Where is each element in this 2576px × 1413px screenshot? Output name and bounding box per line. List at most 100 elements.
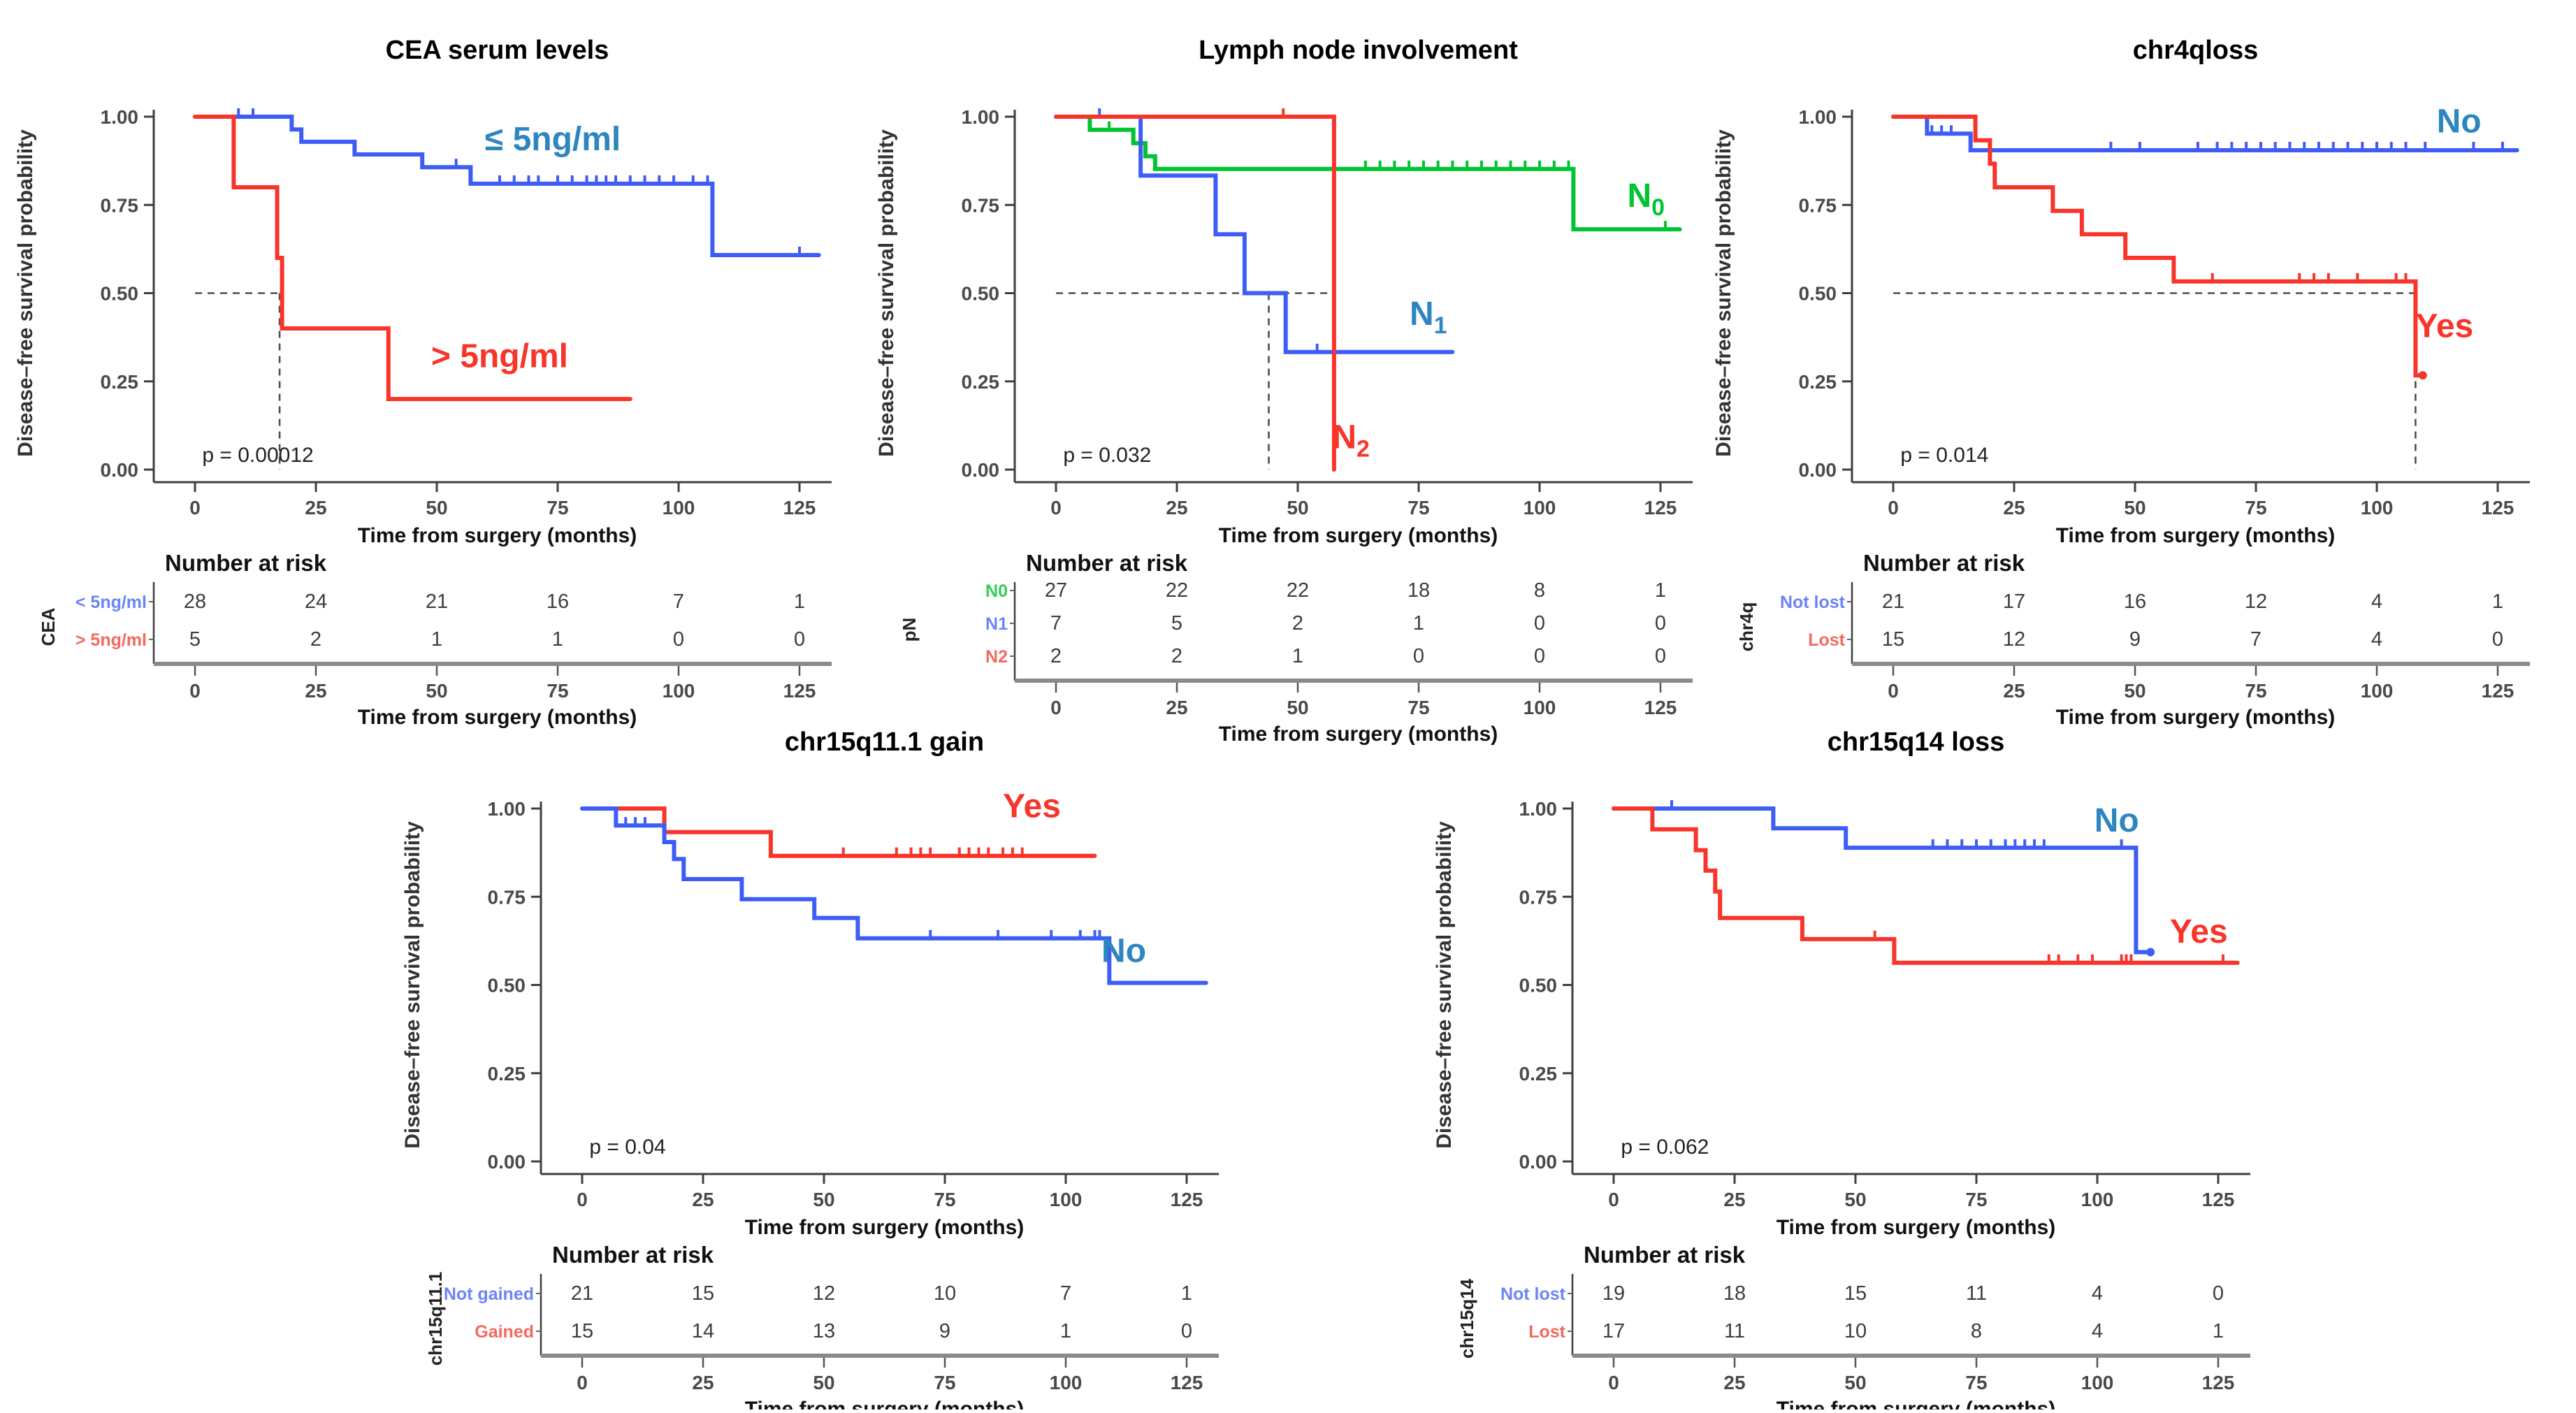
risk-count-value: 1 [1292,645,1303,667]
risk-table-header: Number at risk [1584,1242,1746,1268]
y-axis-label: Disease–free survival probability [875,129,898,457]
risk-x-tick-label: 125 [1644,697,1677,718]
x-tick-label: 0 [1050,497,1062,519]
y-tick-label: 0.75 [101,194,139,216]
risk-count-value: 2 [310,628,321,651]
curve-label-No: No [2437,103,2482,140]
km-chart-svg: CEA serum levels Disease–free survival pr… [14,36,832,729]
x-tick-label: 75 [1408,497,1429,519]
survival-curve-Yes [1891,115,2425,378]
risk-x-axis-label: Time from surgery (months) [745,1398,1025,1410]
y-tick-label: 0.00 [488,1151,526,1173]
curve-label-No: No [1101,933,1146,970]
risk-count-value: 4 [2092,1320,2103,1342]
x-tick-label: 125 [1171,1189,1203,1210]
risk-count-value: 18 [1723,1282,1746,1305]
risk-count-value: 0 [1534,612,1545,635]
risk-count-value: 1 [1413,612,1424,635]
x-tick-label: 75 [547,497,568,519]
p-value-label: p = 0.062 [1621,1136,1709,1159]
risk-count-value: 0 [794,628,805,651]
risk-x-tick-label: 75 [1965,1372,1987,1393]
x-tick-label: 50 [426,497,447,519]
risk-row-label: < 5ng/ml [75,593,147,612]
risk-count-value: 15 [571,1320,593,1342]
x-tick-label: 100 [663,497,695,519]
risk-count-value: 22 [1166,579,1188,602]
x-tick-label: 75 [1965,1189,1987,1210]
risk-count-value: 11 [1966,1282,1987,1305]
risk-x-tick-label: 100 [1050,1372,1083,1393]
panel-title: chr4qloss [2133,36,2259,65]
risk-group-label: pN [899,618,920,642]
x-tick-label: 25 [2003,497,2025,519]
x-tick-label: 0 [189,497,201,519]
risk-x-axis-label: Time from surgery (months) [1777,1398,2056,1410]
risk-x-axis-label: Time from surgery (months) [358,706,637,729]
risk-count-value: 2 [1292,612,1303,635]
p-value-label: p = 0.014 [1900,444,1988,467]
x-tick-label: 100 [1050,1189,1083,1210]
x-tick-label: 100 [2361,497,2394,519]
risk-count-value: 1 [1060,1320,1071,1342]
x-tick-label: 100 [2081,1189,2114,1210]
x-tick-label: 0 [1608,1189,1619,1210]
risk-count-value: 10 [934,1282,956,1305]
panel-title: chr15q14 loss [1828,727,2004,757]
risk-count-value: 15 [1844,1282,1867,1305]
survival-curve-le-5ng-ml [193,115,821,257]
y-tick-label: 0.50 [488,975,526,997]
x-tick-label: 0 [1888,497,1899,519]
risk-x-tick-label: 100 [2081,1372,2114,1393]
risk-count-value: 0 [1181,1320,1192,1342]
risk-table-header: Number at risk [1026,550,1188,576]
x-tick-label: 0 [577,1189,588,1210]
y-tick-label: 0.75 [1519,886,1558,908]
y-axis-label: Disease–free survival probability [1712,129,1735,457]
risk-row-label: Lost [1528,1322,1565,1342]
risk-x-tick-label: 0 [1050,697,1062,718]
panel-title: Lymph node involvement [1199,36,1518,65]
risk-x-tick-label: 50 [813,1372,834,1393]
km-panel-chr4qloss: chr4qloss Disease–free survival probabili… [1694,15,2568,753]
risk-count-value: 1 [2213,1320,2224,1342]
risk-count-value: 5 [189,628,201,651]
curve-label-Yes: Yes [2415,308,2473,345]
risk-x-tick-label: 75 [1408,697,1429,718]
risk-count-value: 15 [692,1282,714,1305]
y-tick-label: 0.00 [1519,1151,1558,1173]
risk-x-axis-label: Time from surgery (months) [2056,706,2336,729]
risk-count-value: 19 [1602,1282,1625,1305]
curve-label-N0: N0 [1627,177,1665,221]
panel-title: CEA serum levels [386,36,609,65]
x-tick-label: 50 [1287,497,1308,519]
x-tick-label: 75 [2245,497,2266,519]
survival-curve-No [580,806,1208,985]
risk-x-tick-label: 50 [1844,1372,1866,1393]
risk-x-tick-label: 125 [2202,1372,2235,1393]
x-axis-label: Time from surgery (months) [745,1216,1025,1239]
x-tick-label: 50 [813,1189,834,1210]
risk-group-label: chr4q [1736,602,1757,652]
risk-count-value: 27 [1045,579,1067,602]
curve-label-Yes: Yes [1003,788,1061,825]
risk-count-value: 1 [2492,590,2503,613]
x-axis-label: Time from surgery (months) [358,524,637,547]
risk-count-value: 9 [2129,628,2141,651]
x-tick-label: 25 [1166,497,1187,519]
risk-row-label: Not gained [444,1284,534,1304]
survival-curve-N0 [1054,115,1682,232]
risk-count-value: 13 [813,1320,835,1342]
risk-count-value: 0 [1413,645,1424,667]
y-tick-label: 0.25 [101,371,139,393]
y-tick-label: 0.75 [488,886,526,908]
y-tick-label: 0.00 [1799,459,1837,481]
risk-group-label: chr15q14 [1456,1278,1477,1358]
y-tick-label: 0.25 [962,371,1000,393]
risk-table-header: Number at risk [552,1242,714,1268]
risk-row-label: Gained [475,1322,534,1342]
survival-curve-Yes [580,806,1097,858]
risk-count-value: 15 [1882,628,1904,651]
x-axis-label: Time from surgery (months) [2056,524,2336,547]
